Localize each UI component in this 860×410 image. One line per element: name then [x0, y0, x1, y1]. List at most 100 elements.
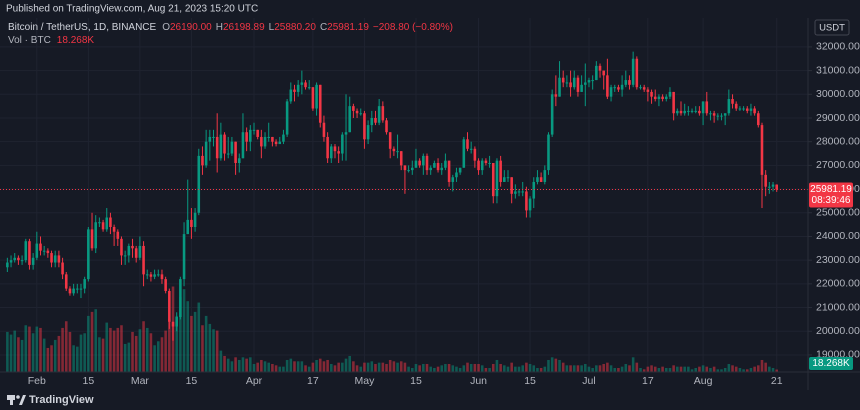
candle-body	[701, 101, 705, 114]
volume-bar	[422, 363, 425, 372]
x-tick-label: 17	[642, 375, 654, 387]
volume-bar	[418, 365, 421, 372]
candle-body	[28, 241, 31, 265]
candle-body	[6, 262, 9, 268]
volume-bar	[28, 326, 31, 372]
volume-bar	[731, 365, 734, 372]
candle-body	[422, 155, 425, 166]
candle-body	[35, 243, 39, 258]
candle-body	[532, 181, 536, 199]
candle-body	[296, 84, 300, 92]
volume-bar	[613, 367, 617, 372]
candle-body	[694, 110, 698, 112]
candle-body	[318, 84, 322, 123]
candle-body	[370, 117, 374, 126]
candle-body	[653, 96, 657, 100]
volume-bar	[61, 327, 64, 372]
volume-bar	[657, 367, 661, 372]
volume-bar	[160, 337, 164, 372]
volume-bar	[709, 367, 712, 372]
candle-body	[219, 134, 223, 159]
candle-body	[142, 245, 145, 275]
volume-name: Vol · BTC	[8, 35, 51, 46]
volume-bar	[212, 329, 215, 372]
volume-bar	[757, 365, 760, 372]
candle-body	[13, 257, 17, 261]
candle-body	[661, 96, 664, 100]
volume-bar	[484, 367, 488, 372]
candle-body	[429, 167, 432, 171]
volume-bar	[609, 365, 613, 372]
candle-body	[554, 94, 558, 97]
y-tick-label: 29000.00	[816, 112, 860, 124]
volume-bar	[348, 355, 351, 372]
candle-body	[631, 58, 635, 85]
volume-bar	[661, 366, 664, 372]
volume-bar	[127, 342, 131, 372]
candle-body	[61, 262, 64, 275]
volume-bar	[197, 302, 201, 372]
volume-bar	[672, 365, 675, 372]
volume-bar	[429, 366, 432, 372]
candle-body	[24, 241, 28, 261]
candle-body	[388, 132, 392, 149]
currency-label[interactable]: USDT	[819, 23, 845, 34]
x-tick-label: 15	[83, 375, 95, 387]
candle-body	[153, 274, 156, 277]
candle-body	[230, 141, 234, 154]
volume-bar	[433, 367, 436, 372]
volume-bar	[249, 357, 252, 372]
currency-box[interactable]	[814, 19, 850, 36]
volume-bar	[458, 367, 462, 372]
candle-body	[646, 89, 650, 92]
candle-body	[650, 91, 653, 97]
volume-bar	[42, 338, 46, 372]
candle-body	[223, 134, 226, 154]
volume-bar	[101, 338, 105, 372]
ohlc-letter: L	[269, 22, 275, 33]
volume-bar	[123, 343, 127, 372]
candle-layer	[0, 51, 808, 341]
volume-bar	[753, 366, 756, 372]
x-tick-label: Feb	[28, 375, 46, 387]
candle-body	[355, 110, 359, 114]
volume-bar	[263, 361, 267, 372]
candle-body	[764, 174, 767, 187]
y-tick-label: 23000.00	[816, 254, 860, 266]
volume-bar	[469, 363, 473, 372]
volume-bar	[466, 362, 469, 372]
candle-body	[300, 82, 304, 85]
x-tick-label: 21	[771, 375, 783, 387]
candle-body	[642, 87, 646, 90]
volume-bar	[639, 367, 642, 372]
volume-bar	[153, 345, 156, 372]
candle-body	[580, 84, 583, 92]
volume-bar	[712, 366, 716, 372]
volume-bar	[771, 367, 775, 372]
candle-body	[53, 255, 57, 263]
candle-body	[282, 134, 285, 142]
candle-body	[131, 245, 134, 249]
candle-body	[39, 243, 42, 251]
countdown-label: 08:39:46	[812, 195, 851, 206]
volume-bar	[9, 334, 13, 372]
candle-body	[403, 165, 407, 171]
candle-body	[72, 288, 75, 294]
volume-bar	[554, 358, 558, 372]
volume-bar	[440, 365, 444, 372]
candle-body	[249, 129, 252, 142]
candle-body	[720, 115, 723, 117]
candle-body	[503, 177, 506, 182]
volume-bar	[307, 366, 311, 372]
candle-body	[576, 77, 580, 92]
candle-body	[771, 184, 775, 187]
volume-bar	[289, 358, 293, 372]
volume-bar	[716, 369, 720, 372]
volume-bar	[576, 365, 580, 372]
volume-bar	[300, 361, 304, 372]
volume-bar	[598, 365, 602, 372]
volume-bar	[491, 363, 495, 372]
legend: Bitcoin / TetherUS, 1D, BINANCE O26190.00…	[8, 22, 453, 33]
volume-bar	[436, 366, 440, 372]
y-tick-label: 27000.00	[816, 159, 860, 171]
